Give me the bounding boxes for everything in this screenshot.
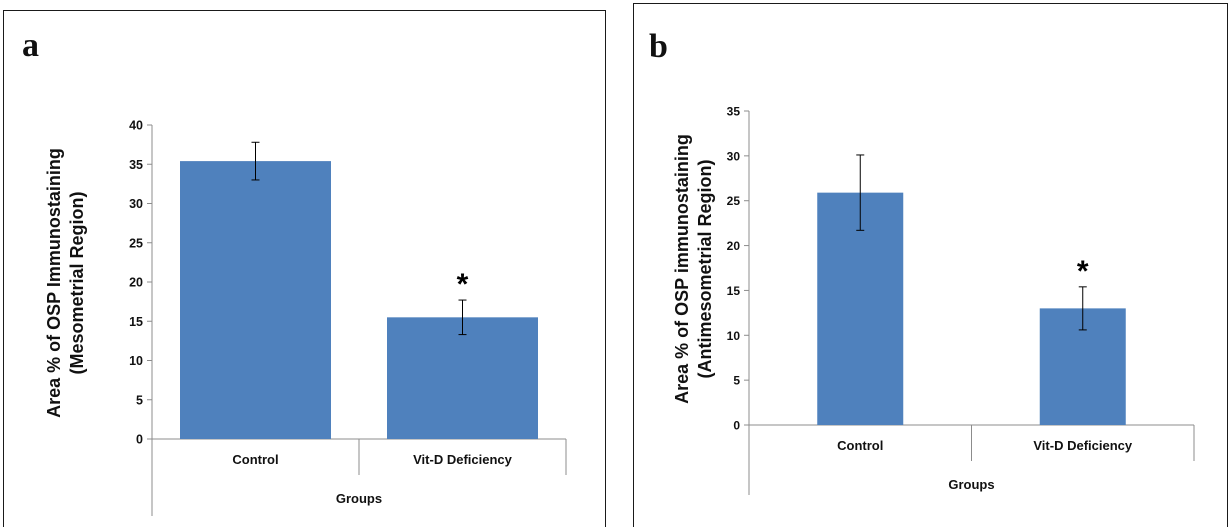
y-tick-label: 5 bbox=[733, 374, 740, 388]
y-axis-title: (Mesometrial Region) bbox=[67, 191, 87, 374]
y-tick-label: 35 bbox=[129, 158, 143, 172]
y-tick-label: 25 bbox=[129, 236, 143, 250]
x-tick-label: Vit-D Deficiency bbox=[413, 452, 513, 467]
significance-asterisk: * bbox=[457, 268, 469, 301]
y-tick-label: 15 bbox=[727, 284, 741, 298]
bar bbox=[387, 317, 538, 439]
y-tick-label: 30 bbox=[129, 197, 143, 211]
x-tick-label: Vit-D Deficiency bbox=[1033, 438, 1133, 453]
y-axis-title: (Antimesometrial Region) bbox=[695, 159, 715, 378]
y-tick-label: 15 bbox=[129, 315, 143, 329]
y-tick-label: 20 bbox=[727, 239, 741, 253]
y-tick-label: 20 bbox=[129, 276, 143, 290]
chart-panel-b: b 0 5 10 15 20 25 30 35 Control * Vit-D Deficiency… bbox=[633, 3, 1228, 527]
x-tick-label: Control bbox=[837, 438, 883, 453]
chart-panel-a: a 0 5 10 15 20 25 30 35 40 Control * Vit-D Deficien… bbox=[3, 10, 606, 527]
bar-chart-antimesometrial: 0 5 10 15 20 25 30 35 Control * Vit-D Deficiency Gr… bbox=[672, 105, 1195, 495]
y-tick-label: 0 bbox=[136, 433, 143, 447]
panel-letter-a: a bbox=[22, 27, 39, 64]
y-tick-label: 25 bbox=[727, 194, 741, 208]
y-tick-label: 10 bbox=[727, 329, 741, 343]
y-axis-title: Area % of OSP Immunostaining bbox=[44, 148, 64, 418]
x-axis-title: Groups bbox=[948, 477, 994, 492]
y-tick-label: 0 bbox=[733, 419, 740, 433]
bar-chart-mesometrial: 0 5 10 15 20 25 30 35 40 Control * Vit-D Deficiency… bbox=[44, 119, 567, 516]
x-axis-title: Groups bbox=[336, 491, 382, 506]
y-tick-label: 30 bbox=[727, 149, 741, 163]
bar bbox=[180, 161, 331, 440]
y-tick-label: 10 bbox=[129, 354, 143, 368]
y-tick-label: 35 bbox=[727, 105, 741, 119]
y-tick-label: 5 bbox=[136, 393, 143, 407]
panel-letter-b: b bbox=[649, 28, 668, 65]
y-axis-title: Area % of OSP immunostaining bbox=[672, 134, 692, 404]
bar bbox=[817, 192, 904, 425]
significance-asterisk: * bbox=[1077, 255, 1089, 288]
y-tick-label: 40 bbox=[129, 119, 143, 133]
x-tick-label: Control bbox=[232, 452, 278, 467]
